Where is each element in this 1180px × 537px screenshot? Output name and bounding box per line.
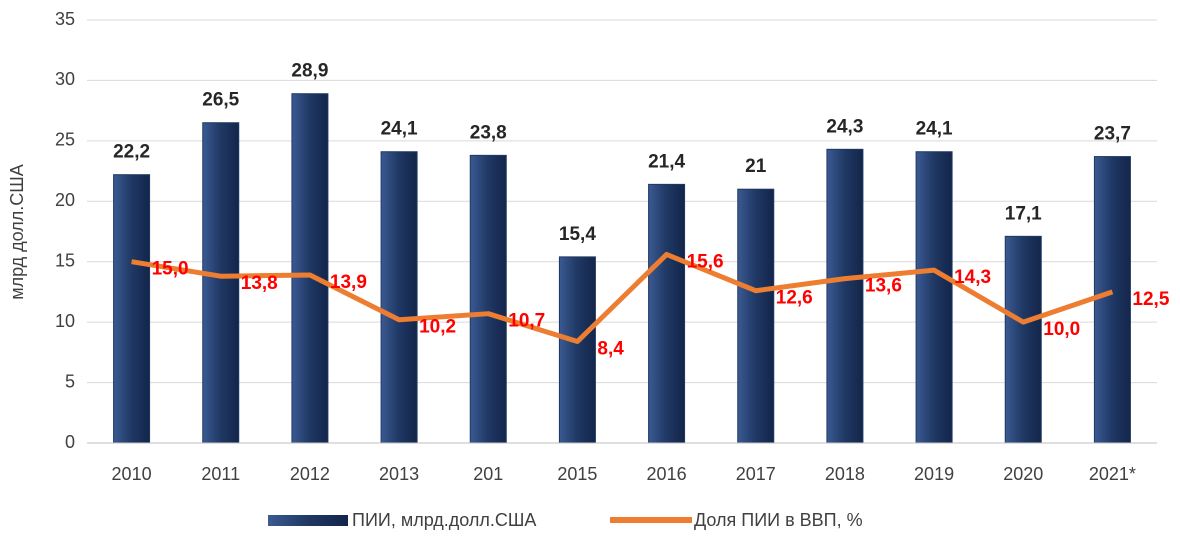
- bar: [558, 256, 596, 444]
- line-value-label: 15,6: [687, 251, 724, 272]
- bar-value-label: 24,1: [381, 119, 418, 140]
- x-tick-label: 2015: [557, 464, 597, 484]
- x-tick-label: 2011: [201, 464, 240, 484]
- line-value-label: 10,0: [1043, 319, 1080, 340]
- bar: [737, 188, 775, 444]
- bar: [380, 151, 418, 444]
- bar-value-label: 24,3: [826, 116, 863, 137]
- bar: [202, 122, 240, 444]
- line-value-label: 10,2: [419, 317, 456, 338]
- y-tick-label: 30: [55, 69, 75, 89]
- y-axis-label: млрд долл.США: [7, 164, 27, 300]
- bar-value-label: 28,9: [291, 61, 328, 82]
- x-tick-label: 2017: [736, 464, 776, 484]
- line-value-label: 14,3: [954, 267, 991, 288]
- bar: [1093, 156, 1131, 444]
- y-tick-label: 5: [65, 371, 75, 391]
- legend-label: Доля ПИИ в ВВП, %: [694, 510, 863, 530]
- y-tick-label: 10: [55, 311, 75, 331]
- bar-value-label: 21: [745, 156, 767, 177]
- x-tick-label: 2021*: [1089, 464, 1136, 484]
- x-tick-label: 2010: [112, 464, 152, 484]
- legend-swatch: [268, 515, 348, 526]
- x-tick-label: 201: [473, 464, 503, 484]
- x-tick-label: 2012: [290, 464, 330, 484]
- bar: [915, 151, 953, 444]
- y-tick-label: 15: [55, 250, 75, 270]
- line-value-label: 10,7: [508, 311, 545, 332]
- x-tick-label: 2016: [647, 464, 687, 484]
- bar: [1004, 235, 1042, 444]
- line: [131, 251, 1114, 344]
- bar-value-label: 17,1: [1005, 203, 1042, 224]
- x-tick-label: 2020: [1003, 464, 1043, 484]
- bar: [648, 183, 686, 444]
- y-tick-label: 35: [55, 9, 75, 29]
- bar-value-label: 21,4: [648, 151, 685, 172]
- bar-value-label: 23,8: [470, 122, 507, 143]
- y-tick-label: 25: [55, 130, 75, 150]
- bar: [826, 148, 864, 444]
- line-value-label: 8,4: [597, 338, 624, 359]
- x-tick-label: 2013: [379, 464, 419, 484]
- y-tick-label: 0: [65, 432, 75, 452]
- bar-value-label: 15,4: [559, 224, 596, 245]
- bar: [113, 174, 151, 444]
- y-tick-label: 20: [55, 190, 75, 210]
- bar-value-label: 26,5: [202, 90, 239, 111]
- line-value-label: 13,9: [330, 272, 367, 293]
- line-value-label: 12,5: [1132, 289, 1169, 310]
- bar-value-label: 23,7: [1094, 124, 1131, 145]
- x-tick-label: 2019: [914, 464, 954, 484]
- bar-value-label: 24,1: [916, 119, 953, 140]
- line-value-label: 12,6: [776, 288, 813, 309]
- line-value-label: 13,8: [241, 273, 278, 294]
- legend-label: ПИИ, млрд.долл.США: [352, 510, 536, 530]
- bar: [291, 93, 329, 444]
- x-tick-label: 2018: [825, 464, 865, 484]
- line-value-label: 15,0: [152, 259, 189, 280]
- bar-value-label: 22,2: [113, 142, 150, 163]
- line-value-label: 13,6: [865, 276, 902, 297]
- bar: [469, 154, 507, 444]
